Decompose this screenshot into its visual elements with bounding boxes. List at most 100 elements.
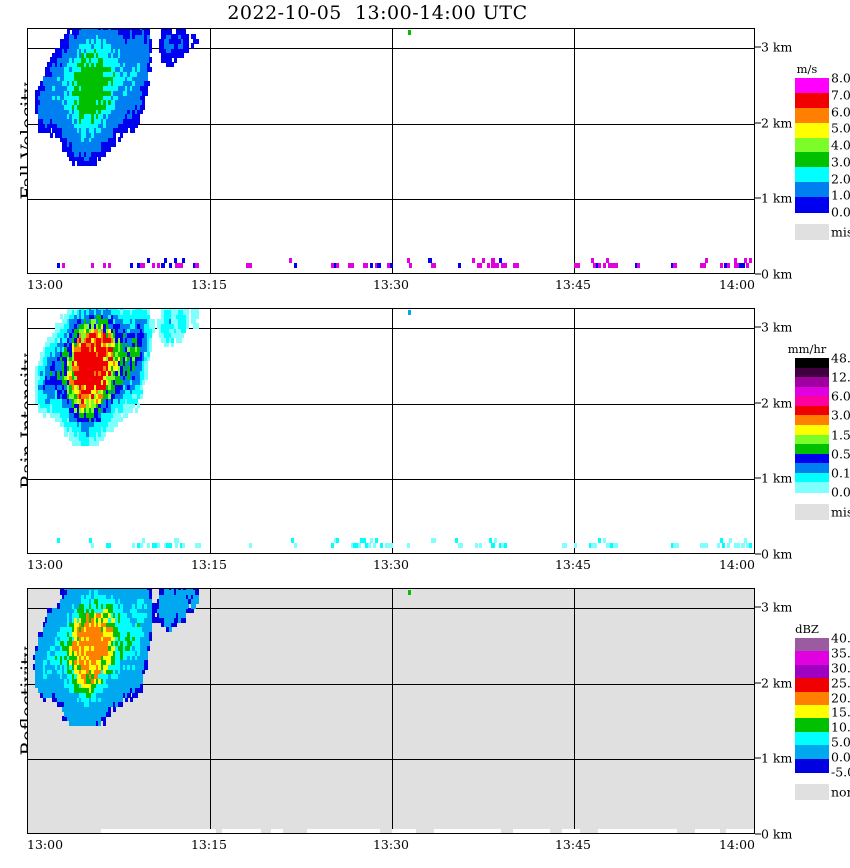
data-pixel xyxy=(178,43,182,49)
data-pixel xyxy=(49,622,53,628)
data-pixel xyxy=(156,323,160,329)
data-pixel xyxy=(47,659,51,665)
data-pixel xyxy=(93,146,97,152)
data-pixel xyxy=(100,365,104,371)
data-pixel xyxy=(117,29,121,30)
data-pixel xyxy=(93,318,97,324)
data-pixel xyxy=(595,262,599,269)
data-pixel xyxy=(137,71,141,77)
data-pixel xyxy=(132,379,136,385)
data-pixel xyxy=(117,309,121,315)
data-pixel xyxy=(91,85,95,91)
data-pixel xyxy=(83,407,87,414)
data-pixel xyxy=(64,715,68,722)
data-pixel xyxy=(78,351,83,357)
data-pixel xyxy=(57,323,61,329)
data-pixel xyxy=(98,309,102,310)
data-pixel xyxy=(91,379,95,385)
data-pixel xyxy=(115,43,119,49)
data-pixel xyxy=(54,389,58,395)
data-pixel xyxy=(178,332,182,338)
data-pixel xyxy=(105,80,109,87)
data-pixel xyxy=(42,673,46,679)
data-pixel xyxy=(98,393,102,399)
data-pixel xyxy=(173,48,177,54)
data-pixel xyxy=(174,262,178,269)
data-pixel xyxy=(193,309,197,315)
data-pixel xyxy=(108,132,112,138)
data-pixel xyxy=(134,113,138,119)
data-pixel xyxy=(54,76,58,82)
data-pixel xyxy=(117,104,121,110)
data-pixel xyxy=(76,113,80,119)
data-pixel xyxy=(166,62,170,68)
data-pixel xyxy=(61,715,66,722)
data-pixel xyxy=(100,337,104,343)
no-data-gap xyxy=(100,829,217,833)
data-pixel xyxy=(93,155,97,162)
data-pixel xyxy=(47,622,51,628)
data-pixel xyxy=(168,29,172,30)
y-tick-mark xyxy=(755,122,761,124)
data-pixel xyxy=(134,43,138,49)
data-pixel xyxy=(105,379,109,385)
data-pixel xyxy=(103,146,107,152)
data-pixel xyxy=(132,309,136,310)
data-pixel xyxy=(64,417,68,423)
x-tick-label: 14:00 xyxy=(718,277,755,292)
data-pixel xyxy=(129,309,134,310)
data-pixel xyxy=(83,323,87,329)
data-pixel xyxy=(57,673,61,679)
data-pixel xyxy=(64,612,68,618)
data-pixel xyxy=(78,360,83,367)
page-title: 2022-10-05 13:00-14:00 UTC xyxy=(227,2,528,24)
data-pixel xyxy=(472,258,476,264)
x-tick-label: 14:00 xyxy=(718,557,755,572)
data-pixel xyxy=(66,697,70,703)
data-pixel xyxy=(105,76,109,82)
data-pixel xyxy=(86,393,90,399)
data-pixel xyxy=(493,262,498,269)
data-pixel xyxy=(44,393,49,399)
data-pixel xyxy=(69,71,73,77)
data-pixel xyxy=(74,99,78,105)
rain-intensity-panel xyxy=(27,308,755,554)
data-pixel xyxy=(105,313,109,320)
data-pixel xyxy=(81,43,85,49)
data-pixel xyxy=(149,38,153,44)
data-pixel xyxy=(52,365,56,371)
data-pixel xyxy=(59,393,63,399)
data-pixel xyxy=(98,309,102,315)
data-pixel xyxy=(78,132,83,138)
data-pixel xyxy=(95,389,100,395)
data-pixel xyxy=(59,62,63,68)
data-pixel xyxy=(112,66,117,73)
data-pixel xyxy=(95,337,100,343)
data-pixel xyxy=(66,659,70,665)
data-pixel xyxy=(40,351,44,357)
data-pixel xyxy=(159,43,163,49)
data-pixel xyxy=(151,318,155,324)
data-pixel xyxy=(54,617,58,623)
data-pixel xyxy=(593,542,597,549)
data-pixel xyxy=(52,692,56,698)
data-pixel xyxy=(40,403,44,409)
data-pixel xyxy=(78,141,83,148)
data-pixel xyxy=(112,309,117,315)
reflectivity-plot xyxy=(27,588,755,834)
data-pixel xyxy=(753,262,754,269)
data-pixel xyxy=(66,645,70,651)
data-pixel xyxy=(129,104,134,110)
data-pixel xyxy=(98,127,102,134)
data-pixel xyxy=(100,109,104,115)
data-pixel xyxy=(139,374,143,381)
data-pixel xyxy=(42,384,46,390)
data-pixel xyxy=(110,313,114,320)
data-pixel xyxy=(100,435,104,442)
data-pixel xyxy=(71,398,75,404)
data-pixel xyxy=(142,76,146,82)
data-pixel xyxy=(117,403,121,409)
data-pixel xyxy=(49,678,53,684)
colorbar-swatch xyxy=(795,731,829,746)
data-pixel xyxy=(112,337,117,343)
